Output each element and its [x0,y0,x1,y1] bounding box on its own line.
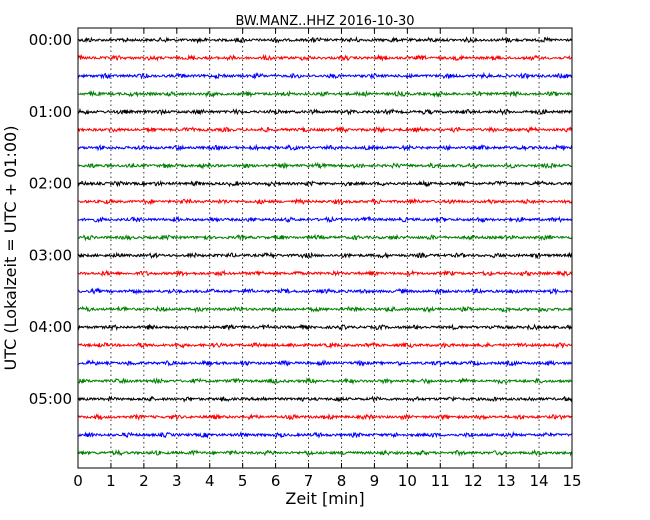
trace-0 [77,36,573,45]
trace-4 [77,107,573,116]
seismogram-traces [77,36,573,458]
y-axis-ticks: 00:00 01:00 02:00 03:00 04:00 05:00 [29,31,572,408]
chart-title: BW.MANZ..HHZ 2016-10-30 [235,14,414,29]
trace-12 [77,251,573,260]
x-tick-label-11: 11 [431,472,450,490]
x-tick-label-14: 14 [530,472,549,490]
trace-1 [77,53,573,62]
y-tick-label-0: 00:00 [29,31,72,49]
x-tick-label-0: 0 [73,472,83,490]
trace-6 [77,143,573,152]
y-tick-label-1: 01:00 [29,103,72,121]
trace-19 [77,377,573,385]
x-tick-label-13: 13 [497,472,516,490]
trace-23 [77,449,573,458]
grid-lines [110,28,540,468]
trace-3 [77,89,573,98]
trace-9 [77,197,573,206]
trace-16 [77,323,573,332]
x-tick-label-4: 4 [205,472,215,490]
x-tick-label-1: 1 [106,472,116,490]
y-tick-label-4: 04:00 [29,318,72,336]
y-tick-label-3: 03:00 [29,246,72,264]
y-axis-label: UTC (Lokalzeit = UTC + 01:00) [1,126,20,371]
trace-21 [77,413,573,421]
trace-11 [77,233,573,242]
trace-8 [77,179,573,188]
x-axis-ticks: 0 1 2 3 4 5 6 7 8 9 10 11 12 13 14 15 [73,28,582,490]
trace-14 [77,287,573,296]
x-tick-label-7: 7 [304,472,314,490]
x-axis-label: Zeit [min] [285,489,364,508]
x-tick-label-15: 15 [562,472,581,490]
x-tick-label-9: 9 [370,472,380,490]
trace-7 [77,161,573,170]
x-tick-label-12: 12 [464,472,483,490]
x-tick-label-3: 3 [172,472,182,490]
x-tick-label-8: 8 [337,472,347,490]
trace-5 [77,125,573,134]
trace-22 [77,430,573,439]
trace-2 [77,71,573,80]
plot-frame [77,27,573,469]
x-tick-label-5: 5 [238,472,248,490]
trace-15 [77,305,573,314]
x-tick-label-2: 2 [139,472,149,490]
trace-10 [77,215,573,224]
trace-18 [77,359,573,367]
x-tick-label-6: 6 [271,472,281,490]
trace-20 [77,395,573,403]
trace-13 [77,269,573,278]
x-tick-label-10: 10 [398,472,417,490]
y-tick-label-5: 05:00 [29,390,72,408]
trace-17 [77,341,573,349]
y-tick-label-2: 02:00 [29,175,72,193]
